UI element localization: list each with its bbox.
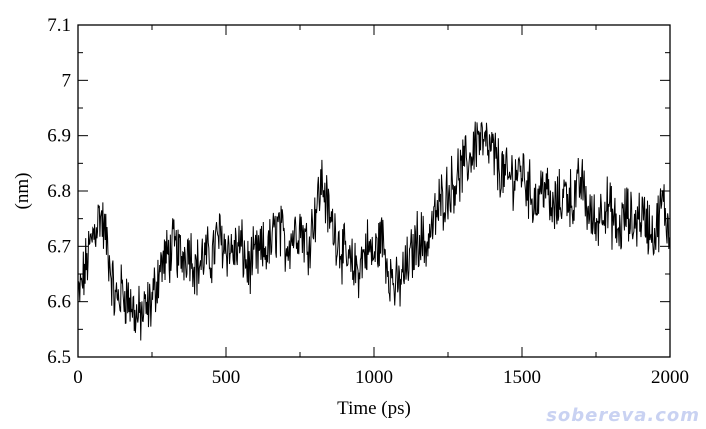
axis-ticks xyxy=(77,24,671,358)
watermark-text: sobereva.com xyxy=(546,405,700,426)
y-tick-label: 7.1 xyxy=(47,15,71,36)
series-line xyxy=(77,121,671,341)
x-tick-label: 2000 xyxy=(651,367,689,388)
y-axis-label: (nm) xyxy=(12,173,33,210)
y-tick-label: 7 xyxy=(62,70,72,91)
x-axis-label: Time (ps) xyxy=(337,398,411,419)
y-tick-label: 6.6 xyxy=(47,292,71,313)
y-tick-label: 6.8 xyxy=(47,181,71,202)
x-tick-label: 0 xyxy=(73,367,83,388)
y-tick-label: 6.7 xyxy=(47,236,71,257)
plot-area xyxy=(77,121,671,341)
x-tick-label: 500 xyxy=(212,367,241,388)
x-tick-label: 1500 xyxy=(503,367,541,388)
y-tick-label: 6.9 xyxy=(47,126,71,147)
axis-tick-labels: 0 500 1000 1500 2000 6.5 6.6 6.7 6.8 6.9 7 7.1 xyxy=(47,15,689,388)
x-tick-label: 1000 xyxy=(355,367,393,388)
y-tick-label: 6.5 xyxy=(47,347,71,368)
